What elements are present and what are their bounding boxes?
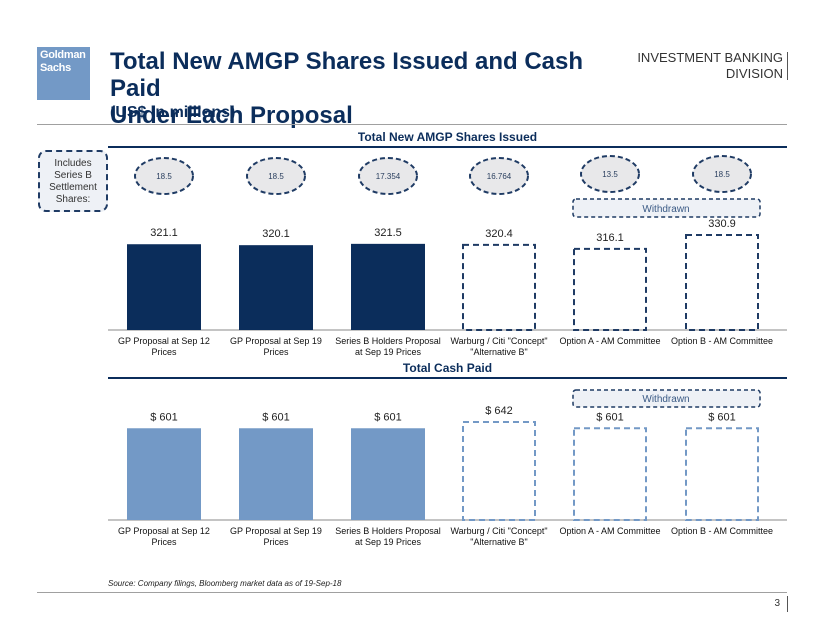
shares-category-label: Option B - AM Committee — [671, 336, 773, 346]
cash-value-label: $ 601 — [596, 411, 624, 423]
cash-bar — [239, 428, 313, 520]
goldman-sachs-logo: Goldman Sachs — [37, 47, 90, 100]
shares-bar-dashed — [685, 234, 759, 331]
division-divider — [787, 52, 788, 80]
shares-value-label: 321.1 — [150, 227, 178, 239]
shares-bar-dashed — [573, 247, 647, 331]
shares-bar — [127, 244, 201, 330]
division-line-1: INVESTMENT BANKING — [637, 50, 783, 65]
note-line-3: Settlement — [49, 182, 97, 193]
settlement-shares-value: 13.5 — [602, 170, 618, 179]
includes-series-b-note: Includes Series B Settlement Shares: — [38, 150, 108, 212]
shares-bar-dashed — [462, 243, 536, 332]
shares-bar — [351, 243, 425, 330]
cash-value-label: $ 601 — [262, 411, 290, 423]
cash-chart-title-underline — [108, 377, 787, 379]
cash-value-label: $ 601 — [150, 411, 178, 423]
cash-category-label: Prices — [263, 537, 289, 547]
header-divider — [37, 124, 787, 125]
settlement-shares-ellipse — [692, 155, 752, 193]
settlement-shares-ellipse — [580, 155, 640, 193]
cash-bar-dashed — [462, 421, 536, 521]
cash-withdrawn-label: Withdrawn — [642, 394, 689, 405]
settlement-shares-ellipse — [134, 157, 194, 195]
settlement-shares-value: 18.5 — [156, 172, 172, 181]
cash-value-label: $ 601 — [374, 411, 402, 423]
shares-category-label: Prices — [151, 347, 177, 357]
source-note: Source: Company filings, Bloomberg marke… — [108, 579, 342, 588]
cash-bar-dashed — [685, 427, 759, 522]
cash-value-label: $ 601 — [708, 411, 736, 423]
cash-category-label: "Alternative B" — [470, 537, 527, 547]
shares-category-label: GP Proposal at Sep 12 — [118, 336, 210, 346]
shares-category-label: "Alternative B" — [470, 347, 527, 357]
cash-category-label: GP Proposal at Sep 12 — [118, 526, 210, 536]
footer-divider — [37, 592, 787, 593]
cash-bar — [351, 428, 425, 520]
shares-chart: 321.1GP Proposal at Sep 12Prices320.1GP … — [108, 155, 787, 357]
shares-chart-title: Total New AMGP Shares Issued — [357, 130, 538, 144]
shares-chart-title-underline — [108, 146, 787, 148]
shares-category-label: GP Proposal at Sep 19 — [230, 336, 322, 346]
note-line-4: Shares: — [55, 194, 91, 205]
cash-bar — [127, 428, 201, 520]
shares-value-label: 330.9 — [708, 218, 736, 230]
shares-category-label: Prices — [263, 347, 289, 357]
shares-value-label: 316.1 — [596, 232, 624, 244]
cash-category-label: Series B Holders Proposal — [335, 526, 441, 536]
settlement-shares-ellipse — [358, 157, 418, 195]
shares-category-label: Series B Holders Proposal — [335, 336, 441, 346]
shares-category-label: Option A - AM Committee — [559, 336, 660, 346]
logo-text-line1: Goldman — [40, 49, 86, 61]
settlement-shares-value: 18.5 — [714, 170, 730, 179]
page-subtitle: (US$ in millions) — [110, 104, 236, 121]
shares-withdrawn-box — [572, 198, 761, 218]
cash-category-label: Option A - AM Committee — [559, 526, 660, 536]
note-line-2: Series B — [54, 170, 92, 181]
settlement-shares-value: 17.354 — [376, 172, 401, 181]
cash-category-label: Option B - AM Committee — [671, 526, 773, 536]
page-number: 3 — [774, 598, 780, 609]
cash-category-label: at Sep 19 Prices — [355, 537, 422, 547]
page-number-divider — [787, 596, 788, 612]
settlement-shares-value: 18.5 — [268, 172, 284, 181]
cash-withdrawn-box — [572, 389, 761, 408]
cash-bar-dashed — [573, 427, 647, 522]
shares-bar — [239, 245, 313, 330]
shares-category-label: Warburg / Citi "Concept" — [450, 336, 547, 346]
logo-text-line2: Sachs — [40, 62, 71, 74]
settlement-shares-ellipse — [469, 157, 529, 195]
settlement-shares-value: 16.764 — [487, 172, 512, 181]
note-line-1: Includes — [54, 158, 92, 169]
shares-withdrawn-label: Withdrawn — [642, 204, 689, 215]
division-line-2: DIVISION — [725, 66, 783, 81]
cash-category-label: Prices — [151, 537, 177, 547]
shares-category-label: at Sep 19 Prices — [355, 347, 422, 357]
cash-value-label: $ 642 — [485, 405, 513, 417]
cash-chart-title: Total Cash Paid — [402, 361, 493, 375]
cash-category-label: Warburg / Citi "Concept" — [450, 526, 547, 536]
shares-value-label: 320.4 — [485, 228, 513, 240]
shares-value-label: 321.5 — [374, 227, 402, 239]
division-label: INVESTMENT BANKING DIVISION — [600, 50, 783, 82]
settlement-shares-ellipse — [246, 157, 306, 195]
shares-value-label: 320.1 — [262, 228, 290, 240]
cash-category-label: GP Proposal at Sep 19 — [230, 526, 322, 536]
title-line-1: Total New AMGP Shares Issued and Cash Pa… — [110, 48, 584, 102]
